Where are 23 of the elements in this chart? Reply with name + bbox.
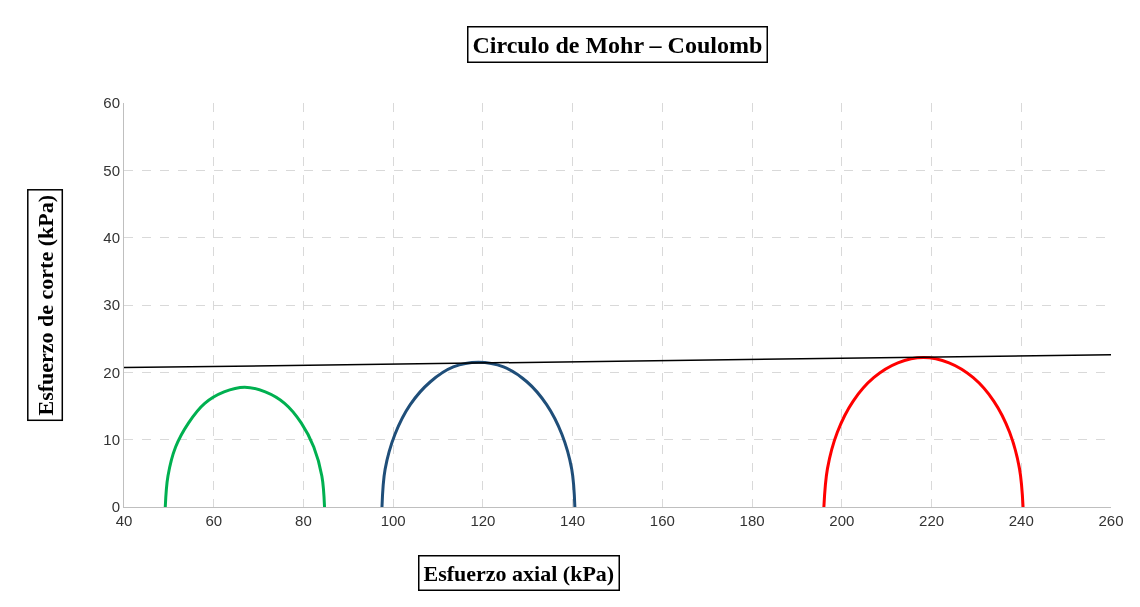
line-series (822, 356, 1025, 507)
y-tick-label: 60 (103, 94, 120, 112)
x-axis-title: Esfuerzo axial (kPa) (423, 560, 615, 586)
y-tick-label: 20 (103, 363, 120, 381)
x-tick-label: 60 (205, 512, 223, 529)
line-series (380, 360, 577, 507)
x-tick-label: 140 (560, 512, 586, 529)
y-axis-title: Esfuerzo de corte (kPa) (32, 194, 58, 416)
x-tick-label: 220 (919, 512, 945, 529)
x-tick-label: 160 (649, 512, 675, 529)
x-tick-label: 200 (829, 512, 855, 529)
chart-title: Circulo de Mohr – Coulomb (472, 31, 763, 58)
y-tick-label: 50 (103, 161, 120, 179)
x-tick-label: 240 (1008, 512, 1034, 529)
x-tick-label: 180 (739, 512, 765, 529)
y-tick-label: 30 (103, 296, 120, 314)
y-tick-label: 40 (103, 228, 120, 246)
line-series (163, 385, 327, 507)
x-tick-label: 120 (470, 512, 496, 529)
x-tick-label: 80 (295, 512, 312, 529)
y-tick-label: 10 (103, 430, 120, 448)
x-tick-label: 100 (380, 512, 406, 529)
x-tick-label: 260 (1098, 512, 1124, 529)
